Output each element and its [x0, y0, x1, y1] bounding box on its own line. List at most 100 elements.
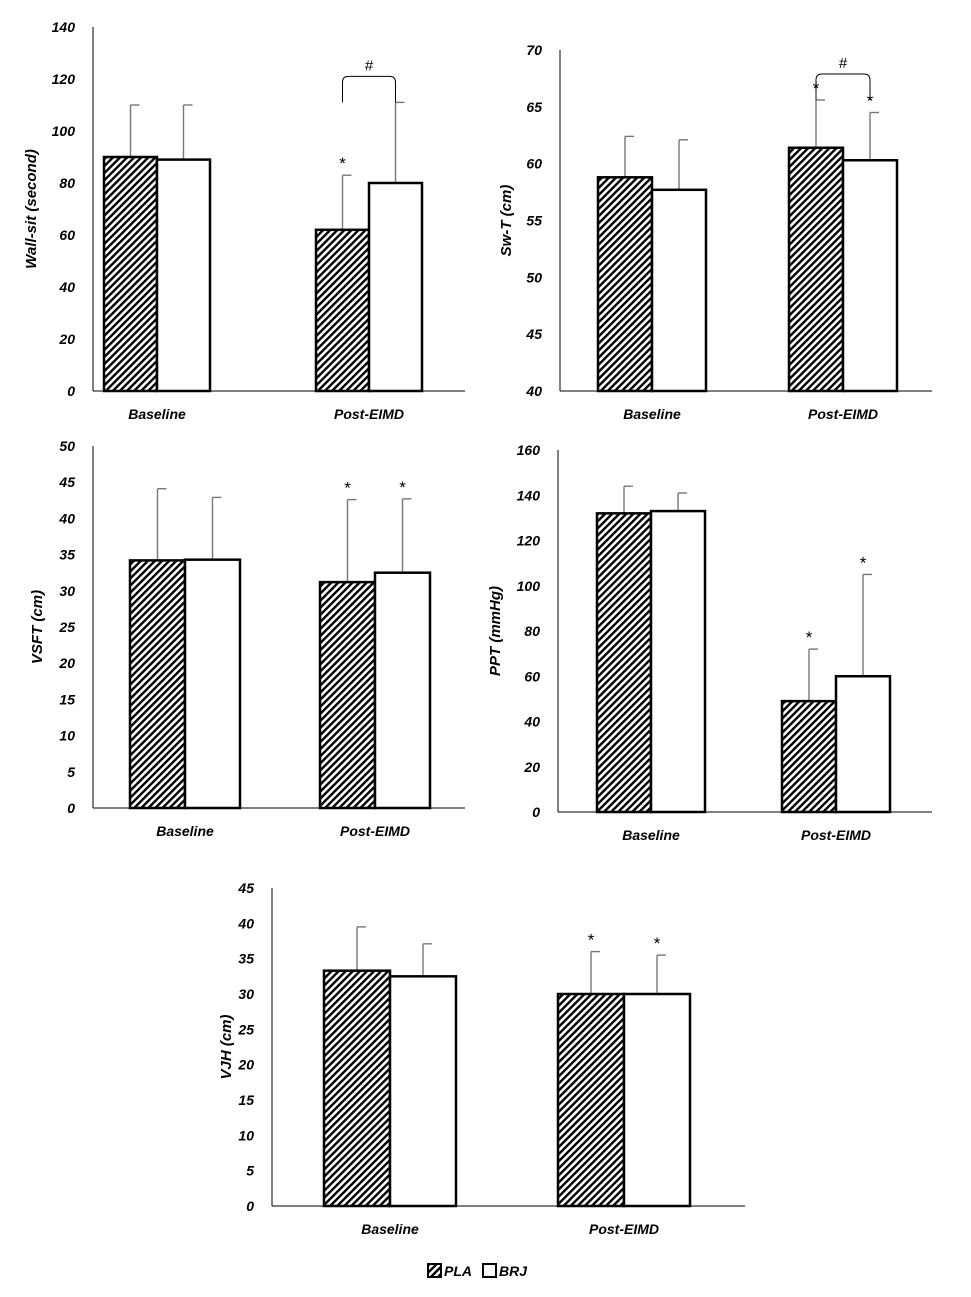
category-label: Baseline — [623, 406, 681, 422]
bar-pla — [318, 580, 377, 810]
legend-swatch-pla — [427, 1263, 442, 1278]
legend-swatch-brj — [482, 1263, 497, 1278]
category-label: Post-EIMD — [334, 406, 404, 422]
y-tick-label: 50 — [59, 438, 75, 454]
bar-pla — [787, 146, 845, 393]
y-tick-label: 80 — [59, 175, 75, 191]
y-tick-label: 40 — [58, 279, 75, 295]
y-tick-label: 15 — [59, 691, 75, 707]
y-tick-label: 80 — [524, 623, 540, 639]
y-tick-label: 25 — [58, 619, 75, 635]
category-label: Post-EIMD — [589, 1221, 659, 1237]
legend: PLA BRJ — [427, 1263, 528, 1279]
bar-brj — [649, 509, 707, 814]
y-tick-label: 45 — [525, 326, 542, 342]
chart-panel-0: 0 20 40 60 80 100 120 140 Wall-sit (second) Basel… — [23, 19, 465, 422]
y-tick-label: 10 — [59, 728, 75, 744]
significance-star: * — [344, 479, 351, 498]
significance-hash: # — [839, 55, 848, 72]
y-axis-label: PPT (mmHg) — [487, 586, 504, 676]
significance-star: * — [654, 934, 661, 953]
legend-label-pla: PLA — [444, 1263, 472, 1279]
y-tick-label: 55 — [526, 213, 542, 229]
y-tick-label: 100 — [517, 578, 541, 594]
bar-brj — [834, 675, 892, 814]
bar-brj — [388, 975, 458, 1208]
significance-star: * — [860, 553, 867, 572]
bar-brj — [622, 992, 692, 1208]
significance-star: * — [867, 92, 874, 111]
y-axis-label: Wall-sit (second) — [23, 149, 40, 269]
bar-brj — [650, 188, 708, 393]
chart-panel-4: 0 5 10 15 20 25 30 35 40 45 VJH (cm) Baseline * * Post… — [218, 880, 745, 1237]
y-tick-label: 0 — [246, 1198, 254, 1214]
bar-pla — [314, 228, 371, 393]
chart-panel-3: 0 20 40 60 80 100 120 140 160 PPT (mmHg) Baseline *… — [487, 442, 932, 843]
category-label: Baseline — [128, 406, 186, 422]
y-tick-label: 140 — [517, 487, 541, 503]
bar-brj — [373, 571, 432, 810]
category-label: Baseline — [361, 1221, 419, 1237]
y-tick-label: 35 — [59, 547, 75, 563]
y-tick-label: 10 — [238, 1127, 254, 1143]
y-tick-label: 60 — [526, 156, 542, 172]
bar-brj — [155, 158, 212, 393]
y-axis-label: VSFT (cm) — [29, 590, 46, 664]
y-tick-label: 5 — [67, 764, 75, 780]
y-tick-label: 45 — [237, 880, 254, 896]
y-tick-label: 40 — [58, 510, 75, 526]
y-tick-label: 50 — [526, 269, 542, 285]
y-tick-label: 40 — [525, 383, 542, 399]
y-tick-label: 30 — [59, 583, 75, 599]
y-tick-label: 5 — [246, 1163, 254, 1179]
significance-star: * — [339, 154, 346, 173]
y-tick-label: 45 — [58, 474, 75, 490]
significance-star: * — [399, 478, 406, 497]
y-axis-label: VJH (cm) — [218, 1014, 235, 1079]
chart-panel-2: 0 5 10 15 20 25 30 35 40 45 50 VSFT (cm) Baseline * * P… — [29, 438, 465, 839]
significance-bracket — [815, 73, 871, 101]
bar-brj — [183, 558, 242, 810]
bar-brj — [841, 159, 899, 393]
y-axis-label: Sw-T (cm) — [498, 185, 515, 257]
bar-pla — [322, 969, 392, 1208]
bar-brj — [367, 181, 424, 393]
y-tick-label: 0 — [532, 804, 540, 820]
bar-pla — [780, 699, 838, 814]
y-tick-label: 35 — [238, 951, 254, 967]
bar-pla — [556, 992, 626, 1208]
y-tick-label: 25 — [237, 1021, 254, 1037]
y-tick-label: 100 — [52, 123, 76, 139]
y-tick-label: 30 — [238, 986, 254, 1002]
significance-bracket — [342, 75, 396, 103]
y-tick-label: 20 — [523, 759, 540, 775]
y-tick-label: 60 — [524, 668, 540, 684]
y-tick-label: 20 — [58, 655, 75, 671]
y-tick-label: 40 — [523, 714, 540, 730]
y-tick-label: 140 — [52, 19, 76, 35]
y-tick-label: 70 — [526, 42, 542, 58]
y-tick-label: 0 — [67, 383, 75, 399]
legend-label-brj: BRJ — [499, 1263, 528, 1279]
y-tick-label: 160 — [517, 442, 541, 458]
bar-pla — [102, 155, 159, 393]
y-tick-label: 60 — [59, 227, 75, 243]
y-tick-label: 40 — [237, 915, 254, 931]
bar-pla — [596, 176, 654, 393]
significance-star: * — [588, 931, 595, 950]
y-tick-label: 15 — [238, 1092, 254, 1108]
category-label: Post-EIMD — [340, 823, 410, 839]
category-label: Post-EIMD — [808, 406, 878, 422]
bar-pla — [128, 559, 187, 810]
y-tick-label: 0 — [67, 800, 75, 816]
y-tick-label: 20 — [237, 1057, 254, 1073]
significance-hash: # — [365, 57, 374, 74]
significance-star: * — [806, 628, 813, 647]
bar-pla — [595, 512, 653, 814]
category-label: Baseline — [156, 823, 214, 839]
category-label: Baseline — [622, 827, 680, 843]
category-label: Post-EIMD — [801, 827, 871, 843]
y-tick-label: 65 — [526, 99, 542, 115]
